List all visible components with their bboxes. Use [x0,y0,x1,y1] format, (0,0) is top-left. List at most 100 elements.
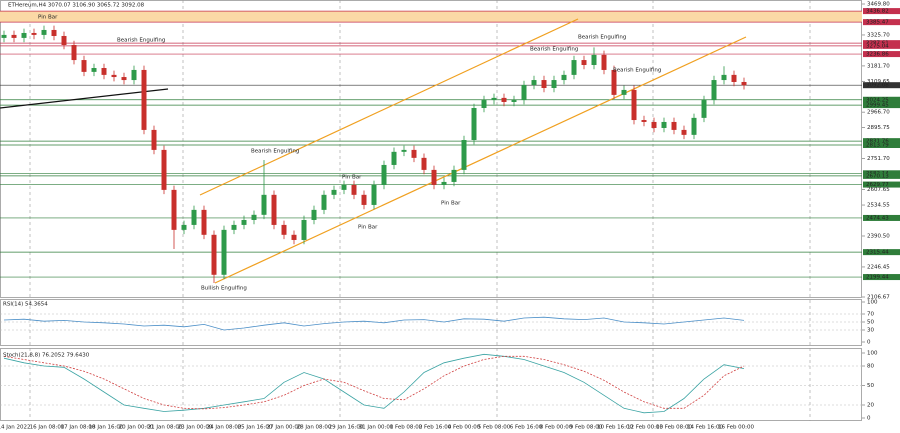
candle-body [511,100,517,102]
candle-body [351,184,357,195]
candle-body [391,151,397,165]
x-tick-label: 4 Feb 00:00 [448,425,481,431]
candle-body [11,34,17,38]
candle-body [691,117,697,135]
level-label: 2999.45 [866,103,889,109]
y-tick-label: 2966.70 [867,110,890,116]
y-tick-label: 100 [867,300,878,306]
candle-body [101,68,107,75]
candle-body [131,69,137,81]
candle-body [21,32,27,38]
y-tick-label: 2106.67 [867,295,890,301]
y-tick-label: 100 [867,351,878,357]
x-tick-label: 14 Feb 16:00 [687,425,724,431]
level-label-box [863,138,900,145]
channel-upper [199,18,579,196]
candle-body [411,149,417,158]
candle-body [401,149,407,152]
candle-body [621,89,627,95]
day-separators [29,0,811,421]
candle-body [451,169,457,182]
x-tick-label: 14 Jan 2022 [0,425,30,431]
trend-line [0,88,169,109]
candle-body [181,224,187,230]
x-tick-label: 6 Feb 16:00 [510,425,543,431]
candle-body [521,84,527,101]
y-tick-label: 2246.45 [867,264,890,270]
indicator-line [3,353,745,414]
candle-body [171,189,177,230]
annotation: Pin Bar [358,225,378,231]
level-label-box [863,274,900,281]
x-tick-label: 29 Jan 16:00 [329,425,364,431]
candle-body [531,80,537,85]
candle-body [281,224,287,235]
level-label: 3436.82 [866,9,889,15]
candle-body [141,69,147,130]
chart-title: ETHereum,H4 3070.07 3106.90 3065.72 3092… [8,3,145,9]
price-pane [0,0,862,298]
candle-body [741,81,747,86]
candle-body [261,194,267,215]
axis-layer: 3469.80 3325.70 3181.70 3109.65 2966.70 2895.… [0,2,890,431]
y-tick-label: 3109.65 [867,79,890,85]
y-tick-label: 80 [867,364,874,370]
level-label: 3236.86 [866,52,889,58]
y-tick-label: 3469.80 [867,2,890,8]
indicator-line [3,355,745,410]
x-tick-label: 18 Jan 16:00 [89,425,124,431]
candle-body [301,219,307,240]
x-tick-label: 5 Feb 08:00 [478,425,511,431]
annotations: Pin Bar Bearish Engulfing Bearish Engulf… [38,15,661,292]
candle-body [701,100,707,118]
zone-layer [0,11,862,23]
y-tick-label: 2607.65 [867,187,890,193]
x-tick-label: 13 Feb 08:00 [656,425,693,431]
level-label: 2813.79 [866,143,889,149]
trend-lines [0,18,747,284]
candle-body [381,164,387,185]
y-tick-label: 0 [867,340,871,346]
channel-lower [214,36,747,284]
candle-body [291,234,297,240]
x-tick-label: 16 Feb 00:00 [718,425,755,431]
candle-body [271,194,277,225]
y-tick-label: 50 [867,383,874,389]
candle-body [251,214,257,220]
x-tick-label: 9 Feb 08:00 [570,425,603,431]
candle-body [601,54,607,70]
x-tick-label: 17 Jan 08:00 [61,425,96,431]
candle-body [431,169,437,185]
candle-body [151,129,157,150]
candle-body [581,60,587,66]
x-tick-label: 16 Jan 08:00 [30,425,65,431]
candle-body [211,234,217,275]
annotation: Bearish Engulfing [530,47,578,53]
candle-body [491,97,497,101]
panes [0,0,862,421]
annotation: Pin Bar [38,15,58,21]
level-label-box [863,172,900,179]
annotation: Bearish Engulfing [251,149,299,155]
level-label-box [863,19,900,26]
candle-body [731,74,737,82]
level-label-box [863,96,900,103]
candle-body [631,89,637,121]
annotation: Pin Bar [441,201,461,207]
candle-body [591,54,597,66]
x-tick-label: 2 Feb 16:00 [419,425,452,431]
candle-body [61,35,67,46]
candle-body [121,77,127,81]
candle-body [341,184,347,190]
x-tick-label: 23 Jan 00:00 [178,425,213,431]
annotation: Bearish Engulfing [117,38,165,44]
level-label: 2831.76 [866,139,889,145]
candle-body [111,74,117,78]
candle-body [681,129,687,135]
x-tick-label: 20 Jan 00:00 [119,425,154,431]
y-tick-label: 50 [867,320,874,326]
candle-body [221,229,227,275]
candle-body [561,74,567,81]
